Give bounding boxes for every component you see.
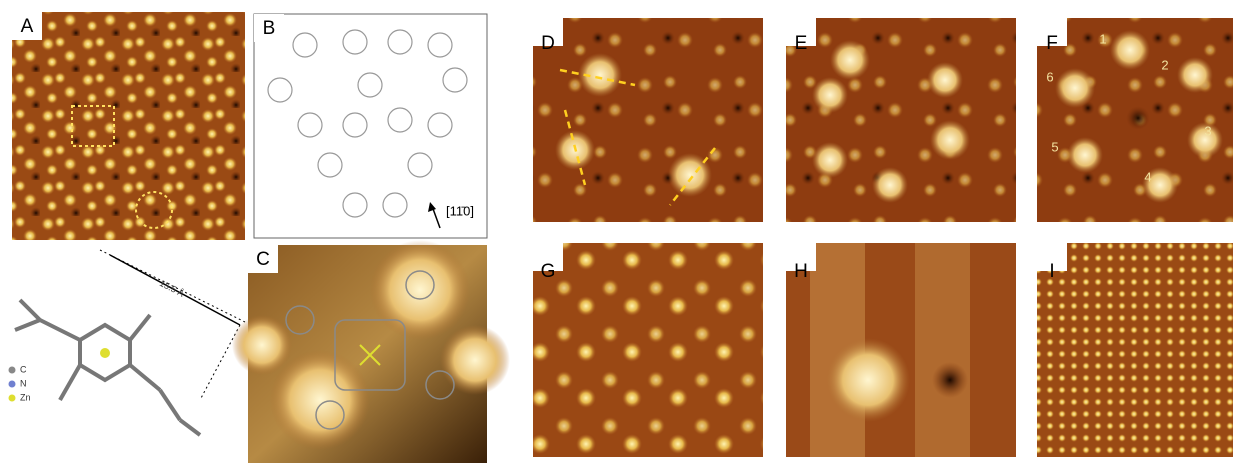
molecule-number: 3 xyxy=(1204,123,1211,138)
molecule-blob xyxy=(1055,68,1095,108)
legend-dot xyxy=(9,381,16,388)
panel-label: I xyxy=(1049,261,1054,282)
molecule-number: 5 xyxy=(1051,139,1058,154)
stripe xyxy=(915,243,970,457)
legend-label: Zn xyxy=(20,392,31,402)
lobe xyxy=(270,350,370,450)
molecule-number: 6 xyxy=(1046,69,1053,84)
stm-image xyxy=(533,243,763,457)
molecule-number: 1 xyxy=(1099,31,1106,46)
molecule-blob xyxy=(1067,137,1103,173)
panel-label: H xyxy=(794,261,808,282)
molecule-blob xyxy=(872,167,908,203)
dimension-label: 15.5 Å xyxy=(158,278,186,299)
stm-image xyxy=(533,18,763,222)
legend-dot xyxy=(9,367,16,374)
pore xyxy=(1126,106,1150,130)
molecule-model xyxy=(15,300,200,435)
direction-label: [11̄0] xyxy=(446,203,474,218)
stm-image xyxy=(12,12,245,240)
figure: A [11̄0] B 15.5 Å C N Zn C D E 1 2 3 4 5… xyxy=(0,0,1236,463)
molecule-blob xyxy=(812,77,848,113)
panel-label: B xyxy=(263,18,276,39)
molecule-number: 4 xyxy=(1144,169,1151,184)
zn-atom xyxy=(100,348,110,358)
lobe xyxy=(440,325,510,395)
panel-label: G xyxy=(541,261,556,282)
stm-image xyxy=(1037,243,1233,457)
molecule-blob xyxy=(927,62,963,98)
legend-dot xyxy=(9,395,16,402)
panel-label: D xyxy=(541,33,555,54)
legend-label: C xyxy=(20,364,27,374)
molecule-blob xyxy=(930,120,970,160)
molecule-blob xyxy=(1110,30,1150,70)
pore xyxy=(932,362,968,398)
panel-label: C xyxy=(256,249,270,270)
molecule-blob xyxy=(812,142,848,178)
molecule-blob xyxy=(830,40,870,80)
lobe xyxy=(370,240,470,340)
molecule-number: 2 xyxy=(1161,57,1168,72)
molecule-blob xyxy=(1177,57,1213,93)
panel-label: A xyxy=(21,16,34,37)
molecule-blob xyxy=(826,338,910,422)
panel-label: F xyxy=(1046,33,1058,54)
panel-label: E xyxy=(795,33,808,54)
legend-label: N xyxy=(20,378,27,388)
lobe xyxy=(232,315,292,375)
